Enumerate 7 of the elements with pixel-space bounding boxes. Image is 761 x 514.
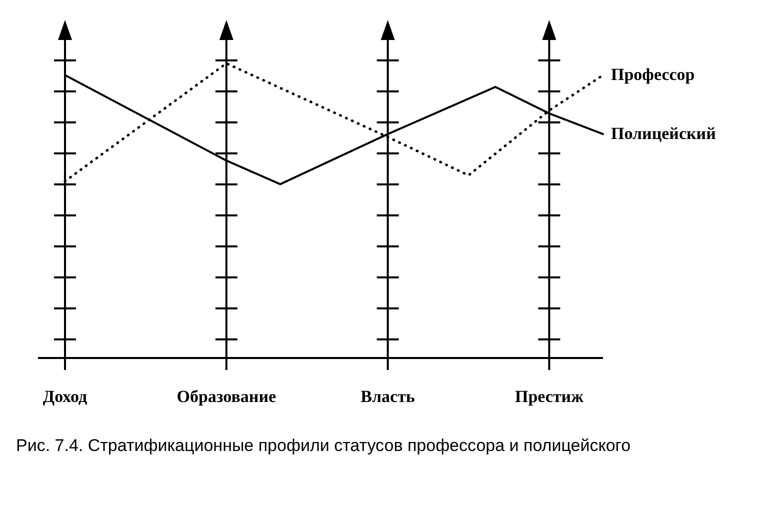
- x-tick-label: Образование: [176, 387, 276, 406]
- x-tick-label: Доход: [42, 387, 88, 406]
- x-tick-label: Власть: [360, 387, 415, 406]
- series-label: Полицейский: [611, 124, 716, 144]
- series-label: Профессор: [611, 65, 695, 84]
- text: Рис. 7.4. Стратификационные профили статусов профессора и полицейского: [16, 436, 632, 456]
- x-tick-label: Престиж: [514, 387, 584, 406]
